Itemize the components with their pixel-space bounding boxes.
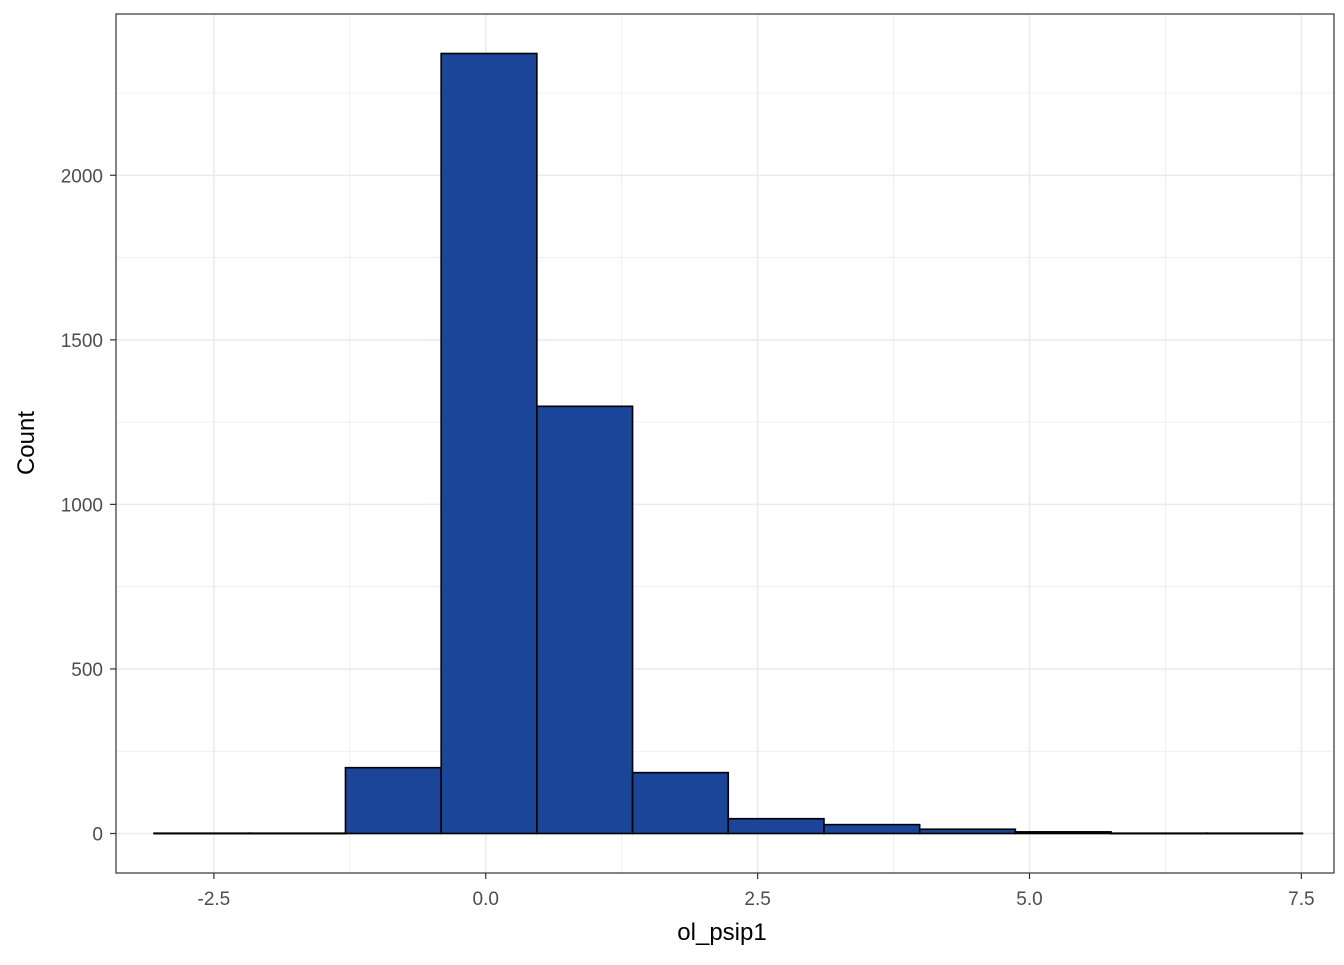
histogram-bar [1014,831,1112,835]
x-tick-label: 0.0 [473,889,499,910]
ticks-layer: -2.5 0.0 2.5 5.0 7.5 0 500 1000 1500 2000 [61,166,1315,910]
histogram-bar [248,832,347,835]
histogram-bar [727,817,825,835]
histogram-bar [153,832,251,835]
y-tick-label: 1000 [61,495,103,516]
bars-layer [153,52,1304,835]
y-tick-label: 2000 [61,166,103,187]
y-tick-label: 0 [92,825,103,846]
x-tick-label: -2.5 [198,889,231,910]
y-axis-title: Count [13,411,40,475]
histogram-bar [631,771,730,835]
y-tick-label: 1500 [61,331,103,352]
histogram-bar [918,828,1017,835]
x-tick-label: 7.5 [1288,889,1314,910]
histogram-bar [440,52,538,835]
histogram-bar [1205,832,1304,835]
grid-layer [116,14,1334,873]
panel-border [115,13,1335,874]
x-tick-label: 2.5 [744,889,770,910]
histogram-bar [536,405,634,835]
y-tick-label: 500 [71,660,103,681]
x-tick-label: 5.0 [1016,889,1042,910]
x-axis-title: ol_psip1 [677,919,766,946]
histogram-bar [823,823,921,835]
histogram-bar [1110,832,1208,835]
histogram-bar [344,766,442,835]
